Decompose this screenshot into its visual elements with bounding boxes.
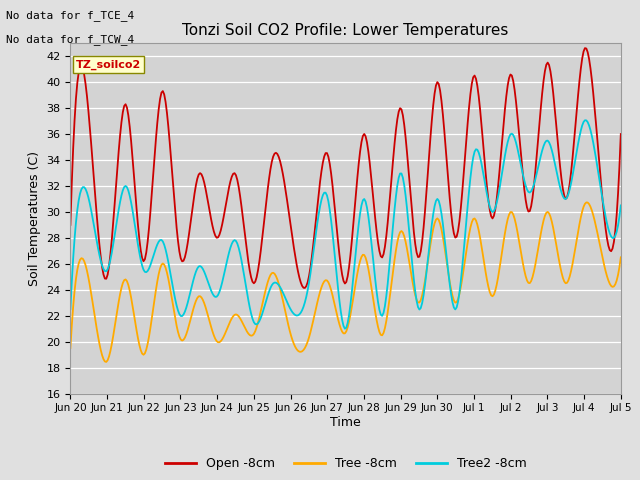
Open -8cm: [246, 268, 253, 274]
Tree2 -8cm: [246, 304, 253, 310]
Text: TZ_soilco2: TZ_soilco2: [76, 60, 141, 70]
Line: Tree2 -8cm: Tree2 -8cm: [70, 120, 621, 329]
Open -8cm: [617, 131, 625, 137]
Open -8cm: [301, 285, 308, 291]
Y-axis label: Soil Temperatures (C): Soil Temperatures (C): [28, 151, 41, 286]
Text: No data for f_TCE_4: No data for f_TCE_4: [6, 10, 134, 21]
Tree2 -8cm: [132, 233, 140, 239]
Text: No data for f_TCW_4: No data for f_TCW_4: [6, 34, 134, 45]
Line: Tree -8cm: Tree -8cm: [70, 203, 621, 362]
Open -8cm: [285, 206, 292, 212]
Tree -8cm: [286, 328, 294, 334]
Open -8cm: [67, 222, 74, 228]
Open -8cm: [414, 254, 422, 260]
Tree -8cm: [134, 336, 142, 341]
Legend: Open -8cm, Tree -8cm, Tree2 -8cm: Open -8cm, Tree -8cm, Tree2 -8cm: [159, 453, 532, 475]
Open -8cm: [581, 45, 589, 51]
Tree -8cm: [465, 231, 473, 237]
Tree2 -8cm: [285, 302, 292, 308]
Line: Open -8cm: Open -8cm: [70, 48, 621, 288]
Open -8cm: [468, 81, 476, 86]
Title: Tonzi Soil CO2 Profile: Lower Temperatures: Tonzi Soil CO2 Profile: Lower Temperatur…: [182, 23, 509, 38]
Tree2 -8cm: [67, 306, 74, 312]
Tree -8cm: [617, 254, 625, 260]
Open -8cm: [132, 206, 140, 212]
Tree2 -8cm: [468, 163, 476, 169]
Tree -8cm: [247, 333, 255, 338]
X-axis label: Time: Time: [330, 416, 361, 429]
Tree2 -8cm: [414, 304, 422, 310]
Tree2 -8cm: [341, 326, 349, 332]
Tree2 -8cm: [465, 188, 473, 194]
Tree -8cm: [102, 359, 110, 365]
Open -8cm: [465, 104, 473, 110]
Tree2 -8cm: [581, 118, 589, 123]
Tree -8cm: [582, 200, 590, 205]
Tree2 -8cm: [617, 203, 625, 208]
Tree -8cm: [414, 300, 422, 305]
Tree -8cm: [67, 345, 74, 351]
Tree -8cm: [468, 219, 476, 225]
